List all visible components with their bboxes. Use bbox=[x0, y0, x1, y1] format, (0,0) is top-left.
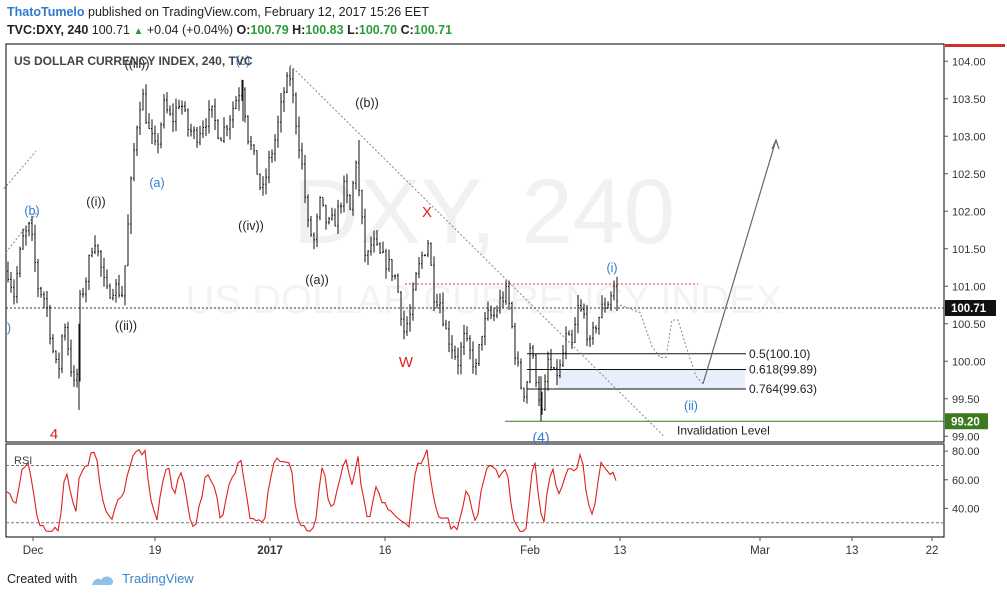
wave-label: (i) bbox=[606, 261, 617, 275]
wave-label: W bbox=[399, 354, 414, 371]
publish-info: published on TradingView.com, February 1… bbox=[88, 5, 429, 19]
price-tick-label: 102.50 bbox=[952, 169, 986, 181]
watermark-symbol: DXY, 240 bbox=[293, 161, 675, 263]
price-pane-border bbox=[5, 43, 945, 443]
price-series bbox=[7, 66, 618, 422]
price-tick-label: 103.50 bbox=[952, 94, 986, 106]
close-value: 100.71 bbox=[413, 23, 453, 37]
tradingview-logo-icon bbox=[91, 576, 113, 585]
last-price: 100.71 bbox=[91, 23, 130, 37]
wave-label: ((iv)) bbox=[238, 219, 264, 233]
time-tick-label: 13 bbox=[614, 545, 627, 557]
invalidation-label: Invalidation Level bbox=[677, 423, 770, 437]
footer: Created with TradingView bbox=[7, 571, 194, 589]
time-tick-label: 13 bbox=[846, 545, 859, 557]
price-tick-label: 101.50 bbox=[952, 244, 986, 256]
up-arrow-icon: ▲ bbox=[133, 26, 144, 37]
high-label: H: bbox=[292, 23, 306, 37]
wave-label: ((b)) bbox=[355, 96, 379, 110]
price-tick-label: 104.00 bbox=[952, 56, 986, 68]
rsi-series bbox=[6, 448, 944, 533]
wave-label: (b) bbox=[24, 204, 39, 218]
fib-zone bbox=[557, 369, 745, 389]
alert-marker bbox=[945, 44, 1005, 47]
tradingview-link[interactable]: TradingView bbox=[122, 571, 194, 586]
price-tick-label: 99.50 bbox=[952, 394, 980, 406]
chart-canvas[interactable]: DXY, 240 US DOLLAR CURRENCY INDEX 0.5(10… bbox=[0, 38, 1007, 570]
time-tick-label: Feb bbox=[520, 545, 540, 557]
price-tick-label: 101.00 bbox=[952, 281, 986, 293]
chart-title: US DOLLAR CURRENCY INDEX, 240, TVC bbox=[14, 54, 253, 68]
close-label: C: bbox=[400, 23, 414, 37]
created-with-label: Created with bbox=[7, 572, 78, 586]
time-tick-label: 2017 bbox=[257, 545, 283, 557]
high-value: 100.83 bbox=[305, 23, 344, 37]
symbol-label: TVC:DXY, 240 bbox=[7, 23, 89, 37]
wave-label: ((iii)) bbox=[125, 57, 150, 71]
rsi-tick-label: 60.00 bbox=[952, 475, 980, 487]
price-tick-label: 102.00 bbox=[952, 206, 986, 218]
time-tick-label: 19 bbox=[149, 545, 162, 557]
wave-label: ((a)) bbox=[305, 273, 329, 287]
wave-label: ((ii)) bbox=[115, 319, 137, 333]
fib-level-label: 0.618(99.89) bbox=[749, 363, 817, 377]
price-axis[interactable]: 104.00 103.50 103.00 102.50 102.00 101.50 101.… bbox=[944, 44, 1005, 443]
price-tick-label: 103.00 bbox=[952, 131, 986, 143]
trendlines[interactable]: Invalidation Level bbox=[3, 64, 944, 437]
trendline bbox=[5, 210, 39, 253]
wave-label: (a) bbox=[149, 176, 164, 190]
wave-labels: (b) ((i)) ((ii)) ((iii)) (a) ((iv)) (c) ((a)) ((… bbox=[7, 54, 698, 445]
fib-level-label: 0.5(100.10) bbox=[749, 347, 810, 361]
wave-label: (c) bbox=[236, 54, 251, 68]
fib-retracement[interactable]: 0.5(100.10) 0.618(99.89) 0.764(99.63) bbox=[527, 347, 817, 396]
rsi-pane-border bbox=[5, 443, 945, 538]
wave-label: ((i)) bbox=[86, 195, 105, 209]
watermark: DXY, 240 US DOLLAR CURRENCY INDEX bbox=[185, 161, 782, 322]
wave-label: (4) bbox=[532, 429, 549, 445]
projection-arrow bbox=[702, 139, 777, 384]
wave-label: X bbox=[422, 204, 432, 221]
publish-line: ThatoTumelo published on TradingView.com… bbox=[7, 3, 997, 21]
low-label: L: bbox=[347, 23, 359, 37]
rsi-label: RSI bbox=[14, 455, 32, 467]
last-price-badge bbox=[945, 300, 996, 316]
rsi-tick-label: 40.00 bbox=[952, 503, 980, 515]
invalidation-badge bbox=[945, 413, 988, 430]
ohlc-line: TVC:DXY, 240 100.71 ▲ +0.04 (+0.04%) O:1… bbox=[7, 21, 997, 41]
low-value: 100.70 bbox=[358, 23, 398, 37]
open-value: 100.79 bbox=[250, 23, 289, 37]
price-tick-label: 100.50 bbox=[952, 319, 986, 331]
rsi-axis[interactable]: 80.00 60.00 40.00 bbox=[944, 446, 980, 515]
trendline bbox=[3, 150, 37, 190]
chart-header: ThatoTumelo published on TradingView.com… bbox=[7, 3, 997, 39]
time-tick-label: Dec bbox=[23, 545, 44, 557]
arrow-head-icon bbox=[771, 138, 780, 150]
wave-label: 4 bbox=[50, 426, 58, 443]
wave-label: (ii) bbox=[684, 399, 698, 413]
invalidation-badge-label: 99.20 bbox=[951, 416, 980, 428]
time-tick-label: 22 bbox=[926, 545, 939, 557]
last-price-badge-label: 100.71 bbox=[951, 303, 987, 315]
change-value: +0.04 (+0.04%) bbox=[146, 23, 234, 37]
price-tick-label: 99.00 bbox=[952, 431, 980, 443]
rsi-tick-label: 80.00 bbox=[952, 446, 980, 458]
open-label: O: bbox=[236, 23, 251, 37]
time-tick-label: Mar bbox=[750, 545, 770, 557]
wave-label: ) bbox=[7, 321, 11, 335]
watermark-name: US DOLLAR CURRENCY INDEX bbox=[185, 278, 782, 322]
time-tick-label: 16 bbox=[379, 545, 392, 557]
price-tick-label: 100.00 bbox=[952, 356, 986, 368]
author-link[interactable]: ThatoTumelo bbox=[7, 5, 85, 19]
fib-level-label: 0.764(99.63) bbox=[749, 382, 817, 396]
time-axis[interactable]: Dec 19 2017 16 Feb 13 Mar 13 22 bbox=[23, 537, 939, 557]
rsi-line bbox=[6, 448, 617, 533]
forecast-path bbox=[619, 304, 704, 385]
